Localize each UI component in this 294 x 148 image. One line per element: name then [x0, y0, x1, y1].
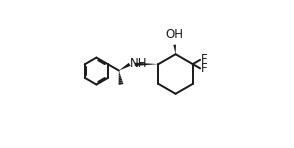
Text: OH: OH: [166, 29, 184, 41]
Polygon shape: [119, 63, 131, 71]
Text: F: F: [201, 53, 208, 66]
Text: F: F: [201, 62, 208, 75]
Text: NH: NH: [130, 57, 148, 70]
Polygon shape: [135, 63, 158, 66]
Polygon shape: [173, 45, 176, 54]
